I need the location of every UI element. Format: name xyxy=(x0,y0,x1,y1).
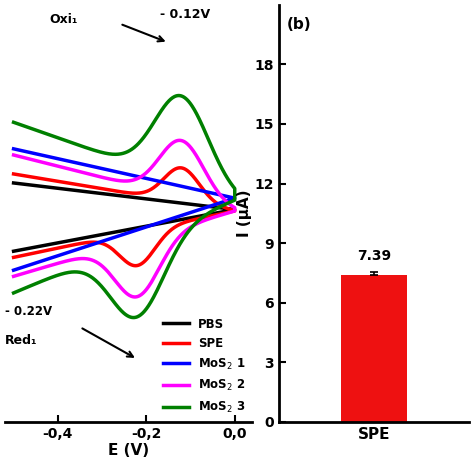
Text: Red₁: Red₁ xyxy=(5,334,37,347)
Y-axis label: I (μA): I (μA) xyxy=(237,190,252,237)
Text: Oxi₁: Oxi₁ xyxy=(49,13,77,27)
Legend: PBS, SPE, MoS$_2$ 1, MoS$_2$ 2, MoS$_2$ 3: PBS, SPE, MoS$_2$ 1, MoS$_2$ 2, MoS$_2$ … xyxy=(161,316,246,416)
X-axis label: E (V): E (V) xyxy=(108,444,149,458)
Text: - 0.22V: - 0.22V xyxy=(5,305,52,319)
Text: 7.39: 7.39 xyxy=(357,249,391,263)
Bar xyxy=(341,275,407,422)
Text: (b): (b) xyxy=(286,17,311,32)
Text: - 0.12V: - 0.12V xyxy=(160,8,210,21)
